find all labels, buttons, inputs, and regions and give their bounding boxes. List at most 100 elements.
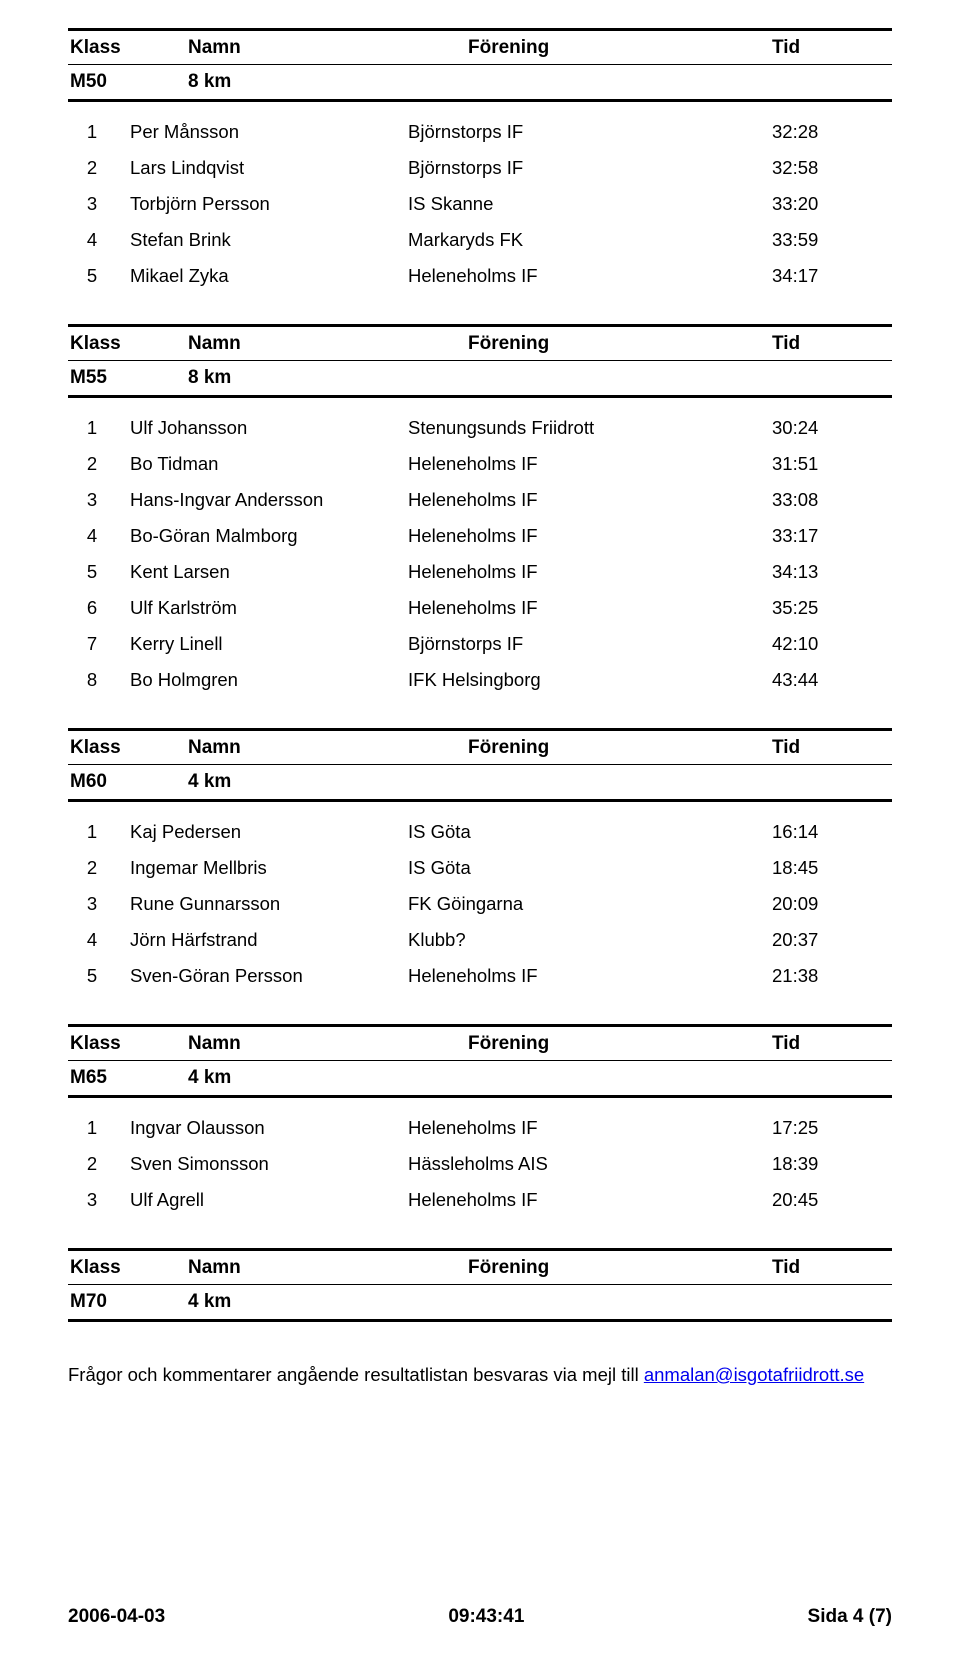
col-klass-header: Klass <box>68 333 188 355</box>
cell-time: 33:17 <box>772 525 892 547</box>
col-namn-header: Namn <box>188 1033 468 1055</box>
cell-name: Stefan Brink <box>130 229 408 251</box>
col-klass-header: Klass <box>68 737 188 759</box>
cell-name: Ulf Agrell <box>130 1189 408 1211</box>
col-namn-header: Namn <box>188 333 468 355</box>
footer-note: Frågor och kommentarer angående resultat… <box>68 1364 892 1386</box>
class-row: M508 km <box>68 65 892 99</box>
col-forening-header: Förening <box>468 37 772 59</box>
cell-position: 5 <box>68 965 130 987</box>
cell-time: 20:09 <box>772 893 892 915</box>
cell-time: 33:20 <box>772 193 892 215</box>
cell-name: Mikael Zyka <box>130 265 408 287</box>
rule <box>68 1319 892 1322</box>
class-row: M604 km <box>68 765 892 799</box>
cell-club: FK Göingarna <box>408 893 772 915</box>
cell-club: Heleneholms IF <box>408 265 772 287</box>
col-klass-header: Klass <box>68 37 188 59</box>
col-forening-header: Förening <box>468 1257 772 1279</box>
table-row: 1Ingvar OlaussonHeleneholms IF17:25 <box>68 1110 892 1146</box>
cell-time: 31:51 <box>772 453 892 475</box>
cell-name: Bo-Göran Malmborg <box>130 525 408 547</box>
cell-club: IS Göta <box>408 857 772 879</box>
cell-name: Kaj Pedersen <box>130 821 408 843</box>
table-row: 3Ulf AgrellHeleneholms IF20:45 <box>68 1182 892 1218</box>
cell-position: 3 <box>68 1189 130 1211</box>
table-header: KlassNamnFöreningTid <box>68 1027 892 1060</box>
class-row: M558 km <box>68 361 892 395</box>
cell-time: 32:28 <box>772 121 892 143</box>
page-footer: 2006-04-03 09:43:41 Sida 4 (7) <box>68 1606 892 1628</box>
col-klass-header: Klass <box>68 1033 188 1055</box>
cell-time: 20:45 <box>772 1189 892 1211</box>
footer-page: Sida 4 (7) <box>808 1606 892 1628</box>
table-header: KlassNamnFöreningTid <box>68 327 892 360</box>
table-row: 1Per MånssonBjörnstorps IF32:28 <box>68 114 892 150</box>
cell-club: Klubb? <box>408 929 772 951</box>
cell-time: 35:25 <box>772 597 892 619</box>
col-forening-header: Förening <box>468 737 772 759</box>
table-header: KlassNamnFöreningTid <box>68 31 892 64</box>
table-row: 8Bo HolmgrenIFK Helsingborg43:44 <box>68 662 892 698</box>
cell-club: Heleneholms IF <box>408 453 772 475</box>
cell-position: 4 <box>68 229 130 251</box>
col-tid-header: Tid <box>772 737 892 759</box>
cell-name: Lars Lindqvist <box>130 157 408 179</box>
table-row: 2Bo TidmanHeleneholms IF31:51 <box>68 446 892 482</box>
cell-club: IS Skanne <box>408 193 772 215</box>
col-tid-header: Tid <box>772 1257 892 1279</box>
table-row: 5Mikael ZykaHeleneholms IF34:17 <box>68 258 892 294</box>
cell-time: 32:58 <box>772 157 892 179</box>
class-label: M55 <box>68 367 188 389</box>
col-klass-header: Klass <box>68 1257 188 1279</box>
cell-time: 33:59 <box>772 229 892 251</box>
cell-position: 7 <box>68 633 130 655</box>
results-section: KlassNamnFöreningTidM654 km1Ingvar Olaus… <box>68 1024 892 1234</box>
distance-label: 8 km <box>188 71 468 93</box>
cell-name: Hans-Ingvar Andersson <box>130 489 408 511</box>
col-tid-header: Tid <box>772 333 892 355</box>
cell-club: Heleneholms IF <box>408 597 772 619</box>
cell-position: 3 <box>68 193 130 215</box>
table-row: 4Jörn HärfstrandKlubb?20:37 <box>68 922 892 958</box>
footer-email-link[interactable]: anmalan@isgotafriidrott.se <box>644 1364 864 1385</box>
cell-position: 4 <box>68 929 130 951</box>
distance-label: 4 km <box>188 771 468 793</box>
results-section: KlassNamnFöreningTidM704 km <box>68 1248 892 1322</box>
cell-name: Torbjörn Persson <box>130 193 408 215</box>
table-row: 2Sven SimonssonHässleholms AIS18:39 <box>68 1146 892 1182</box>
class-row: M704 km <box>68 1285 892 1319</box>
table-row: 6Ulf KarlströmHeleneholms IF35:25 <box>68 590 892 626</box>
col-tid-header: Tid <box>772 1033 892 1055</box>
cell-name: Rune Gunnarsson <box>130 893 408 915</box>
class-row: M654 km <box>68 1061 892 1095</box>
class-label: M50 <box>68 71 188 93</box>
distance-label: 4 km <box>188 1067 468 1089</box>
cell-time: 30:24 <box>772 417 892 439</box>
cell-name: Ulf Johansson <box>130 417 408 439</box>
cell-position: 4 <box>68 525 130 547</box>
cell-position: 1 <box>68 1117 130 1139</box>
col-forening-header: Förening <box>468 1033 772 1055</box>
cell-club: Björnstorps IF <box>408 157 772 179</box>
cell-club: Heleneholms IF <box>408 965 772 987</box>
table-row: 4Stefan BrinkMarkaryds FK33:59 <box>68 222 892 258</box>
cell-club: Stenungsunds Friidrott <box>408 417 772 439</box>
cell-name: Jörn Härfstrand <box>130 929 408 951</box>
cell-time: 21:38 <box>772 965 892 987</box>
cell-position: 1 <box>68 821 130 843</box>
cell-position: 2 <box>68 157 130 179</box>
cell-club: IS Göta <box>408 821 772 843</box>
cell-time: 42:10 <box>772 633 892 655</box>
cell-position: 2 <box>68 1153 130 1175</box>
distance-label: 8 km <box>188 367 468 389</box>
table-row: 3Hans-Ingvar AnderssonHeleneholms IF33:0… <box>68 482 892 518</box>
table-row: 1Kaj PedersenIS Göta16:14 <box>68 814 892 850</box>
cell-club: Björnstorps IF <box>408 121 772 143</box>
table-row: 3Rune GunnarssonFK Göingarna20:09 <box>68 886 892 922</box>
col-namn-header: Namn <box>188 37 468 59</box>
cell-position: 1 <box>68 121 130 143</box>
class-label: M60 <box>68 771 188 793</box>
cell-position: 5 <box>68 561 130 583</box>
cell-position: 3 <box>68 893 130 915</box>
